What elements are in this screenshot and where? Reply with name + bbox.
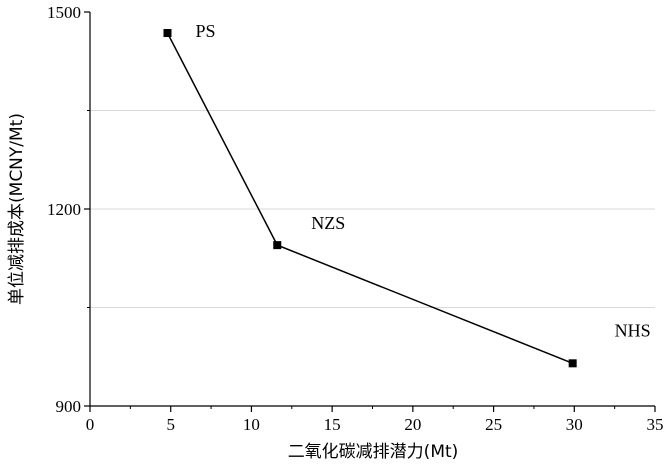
x-tick-label-15: 15 — [324, 415, 341, 434]
x-tick-label-0: 0 — [86, 415, 95, 434]
x-tick-label-25: 25 — [485, 415, 502, 434]
grid — [90, 110, 655, 308]
data-label-ps: PS — [195, 21, 215, 41]
x-tick-label-5: 5 — [166, 415, 175, 434]
y-axis-title: 单位减排成本(MCNY/Mt) — [7, 113, 27, 305]
x-tick-label-30: 30 — [566, 415, 583, 434]
x-axis-title: 二氧化碳减排潜力(Mt) — [288, 442, 459, 462]
data-label-nhs: NHS — [615, 320, 651, 340]
x-tick-label-35: 35 — [647, 415, 664, 434]
data-point-nhs — [568, 359, 577, 368]
x-tick-label-10: 10 — [243, 415, 260, 434]
y-tick-label-1500: 1500 — [47, 3, 81, 22]
x-tick-label-20: 20 — [404, 415, 421, 434]
y-tick-label-900: 900 — [56, 397, 82, 416]
series-line-0 — [166, 32, 573, 365]
series: PS NZS NHS — [163, 21, 651, 368]
data-label-nzs: NZS — [311, 213, 345, 233]
data-point-nzs — [273, 241, 282, 250]
axes: 0 5 10 15 20 25 30 35 900 1200 1500 — [47, 3, 664, 434]
data-point-ps — [163, 29, 172, 38]
y-tick-label-1200: 1200 — [47, 200, 81, 219]
